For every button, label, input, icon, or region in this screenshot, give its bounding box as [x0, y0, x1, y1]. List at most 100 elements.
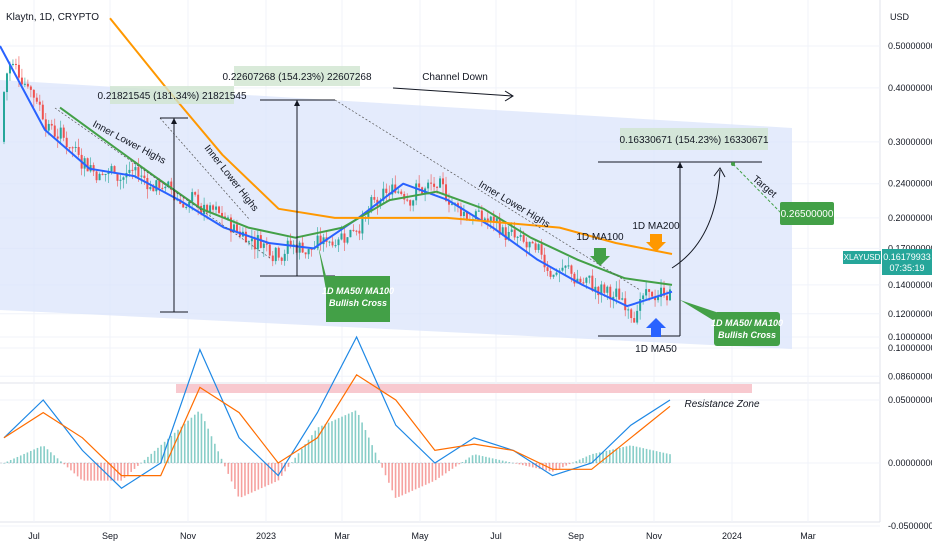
candle-body [564, 265, 567, 268]
macd-histogram-bar [632, 445, 634, 463]
time-tick-7: Sep [568, 531, 584, 541]
moving-averages [0, 17, 673, 308]
time-tick-0: Jul [28, 531, 40, 541]
macd-histogram-bar [592, 453, 594, 463]
candle-body [654, 296, 657, 301]
macd-histogram-bar [130, 463, 132, 472]
candle-body [549, 270, 552, 277]
macd-histogram-bar [448, 463, 450, 472]
candle-body [337, 239, 340, 246]
candle-body [412, 200, 415, 206]
macd-histogram-bar [167, 438, 169, 463]
price-tick-6: 0.14000000 [888, 280, 932, 290]
macd-histogram-bar [384, 463, 387, 476]
macd-histogram-bar [207, 428, 209, 463]
macd-histogram-bar [314, 430, 317, 463]
candle-body [666, 295, 669, 301]
price-axis[interactable]: 0.50000000 0.40000000 0.30000000 0.24000000… [888, 41, 932, 381]
macd-histogram-bar [615, 448, 618, 463]
macd-histogram-bar [361, 422, 363, 463]
macd-histogram-bar [398, 463, 400, 497]
candle-body [355, 230, 358, 232]
candle-body [400, 191, 403, 194]
time-tick-2: Nov [180, 531, 197, 541]
candle-body [588, 275, 591, 278]
macd-line [3, 335, 671, 489]
candle-body [116, 173, 119, 181]
candle-body [197, 194, 200, 206]
target-point-icon [731, 162, 735, 166]
candle-body [265, 243, 268, 245]
candle-body [480, 210, 483, 221]
macd-histogram-bar [465, 459, 467, 463]
candle-body [14, 63, 17, 65]
macd-histogram-bar [230, 463, 233, 482]
macd-histogram-bar [147, 456, 149, 463]
candle-body [447, 200, 450, 205]
macd-histogram-bar [612, 449, 614, 463]
candle-body [158, 180, 161, 188]
last-price-value: 0.16179933 [883, 252, 931, 262]
macd-histogram-bar [123, 463, 126, 478]
macd-histogram-bar [659, 451, 661, 463]
macd-histogram-bar [284, 463, 286, 472]
candle-body [50, 123, 53, 126]
macd-histogram-bar [401, 463, 404, 496]
candle-body [182, 203, 185, 208]
candle-body [582, 282, 585, 284]
candle-body [209, 205, 212, 213]
macd-histogram-bar [585, 456, 588, 463]
price-tick-1: 0.40000000 [888, 83, 932, 93]
macd-histogram-bar [508, 462, 511, 463]
macd-histogram-bar [193, 414, 196, 463]
candle-body [62, 127, 65, 138]
candle-body [23, 83, 26, 85]
candle-body [513, 229, 516, 238]
candle-body [185, 206, 188, 208]
symbol-label: XLAYUSD [844, 253, 881, 262]
macd-tick-1: 0.05000000 [888, 395, 932, 405]
time-tick-5: May [411, 531, 429, 541]
macd-histogram-bar [578, 459, 581, 463]
candle-body [262, 243, 265, 248]
signal-line [3, 373, 671, 477]
candle-body [316, 235, 319, 249]
macd-histogram-bar [311, 435, 313, 463]
candle-body [343, 233, 346, 243]
currency-label[interactable]: USD [890, 12, 910, 22]
candle-body [218, 206, 221, 213]
macd-histogram-bar [291, 462, 293, 463]
candle-body [591, 275, 594, 291]
candle-body [492, 216, 495, 222]
candle-body [188, 201, 191, 207]
candle-body [164, 186, 167, 189]
macd-histogram-bar [240, 463, 243, 498]
candle-body [367, 211, 370, 218]
candle-body [531, 241, 534, 244]
macd-histogram-bar [80, 463, 82, 480]
macd-histogram-bar [197, 411, 199, 463]
candle-body [274, 247, 277, 262]
channel-down-label: Channel Down [422, 72, 488, 83]
macd-histogram-bar [153, 450, 156, 463]
candle-body [235, 224, 238, 232]
macd-histogram-bar [381, 463, 383, 468]
candle-body [370, 197, 373, 212]
macd-histogram-bar [237, 463, 240, 497]
time-axis[interactable]: Jul Sep Nov 2023 Mar May Jul Sep Nov 2024 Mar [28, 531, 816, 541]
candle-body [510, 229, 513, 232]
candle-body [603, 284, 606, 293]
ma50-label: 1D MA50 [635, 344, 677, 355]
candle-body [212, 205, 215, 210]
macd-histogram-bar [418, 463, 420, 488]
macd-histogram-bar [210, 436, 213, 463]
measure-3: 0.16330671 (154.23%) 16330671 [598, 128, 769, 337]
bullish-cross-callout-1: 1D MA50/ MA100 Bullish Cross [318, 245, 394, 322]
candle-body [59, 127, 62, 139]
candle-body [609, 286, 612, 300]
candle-body [101, 173, 104, 175]
macd-histogram-bar [341, 416, 343, 463]
candle-body [436, 186, 439, 188]
candle-body [122, 177, 125, 180]
